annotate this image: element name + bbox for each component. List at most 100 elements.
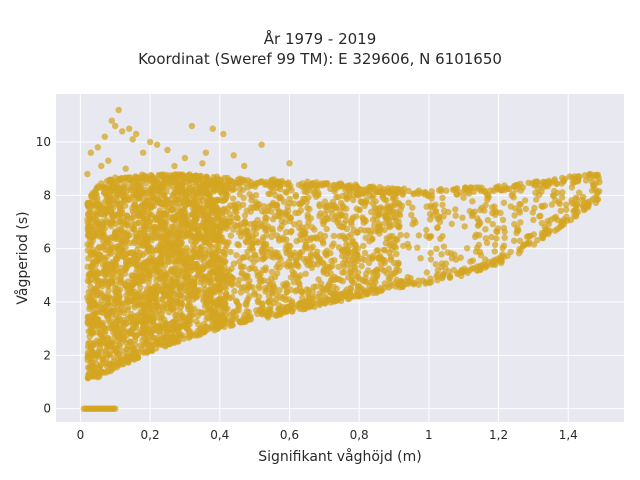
data-point <box>197 309 205 316</box>
data-point <box>444 249 451 256</box>
data-point <box>108 117 116 124</box>
data-point <box>295 181 303 189</box>
data-point <box>489 221 496 228</box>
data-point <box>86 293 94 301</box>
data-point <box>196 194 204 201</box>
data-point <box>272 192 279 199</box>
data-point <box>123 345 130 353</box>
data-point <box>85 340 92 347</box>
data-point <box>305 194 312 201</box>
data-point <box>99 319 107 327</box>
data-point <box>131 199 138 206</box>
data-point <box>112 233 120 241</box>
data-point <box>207 324 214 332</box>
data-point <box>146 305 153 312</box>
data-point <box>571 207 579 214</box>
data-point <box>500 253 508 261</box>
data-point <box>204 200 211 207</box>
data-point <box>408 211 415 219</box>
data-point <box>101 256 108 263</box>
data-point <box>259 311 266 318</box>
data-point <box>139 251 146 259</box>
data-point <box>201 179 209 187</box>
data-point <box>368 236 376 243</box>
data-point <box>452 256 460 263</box>
data-point <box>175 337 182 345</box>
data-point <box>199 160 206 167</box>
data-point <box>206 269 214 277</box>
data-point <box>491 241 499 248</box>
data-point <box>84 277 92 285</box>
data-point <box>88 325 96 332</box>
y-axis-label: Vågperiod (s) <box>14 211 31 304</box>
data-point <box>193 212 201 220</box>
data-point <box>177 303 185 311</box>
data-point <box>442 265 449 272</box>
data-point <box>174 298 181 306</box>
data-point <box>202 149 209 156</box>
data-point <box>553 180 560 187</box>
data-point <box>554 189 561 197</box>
data-point <box>352 183 359 191</box>
data-point <box>105 157 112 164</box>
data-point <box>353 205 360 212</box>
data-point <box>270 299 277 306</box>
data-point <box>328 243 336 250</box>
data-point <box>122 202 129 209</box>
data-point <box>117 279 124 287</box>
data-point <box>342 246 349 254</box>
data-point <box>508 192 515 199</box>
data-point <box>154 334 162 342</box>
data-point <box>150 294 157 301</box>
data-point <box>93 328 101 336</box>
data-point <box>389 232 396 240</box>
data-point <box>254 201 262 209</box>
y-tick-label: 10 <box>36 135 51 149</box>
data-point <box>451 251 458 258</box>
data-point <box>209 125 216 132</box>
data-point <box>265 314 272 321</box>
data-point <box>286 195 293 203</box>
data-point <box>174 247 181 254</box>
x-axis-label: Signifikant våghöjd (m) <box>258 448 421 465</box>
data-point <box>322 180 329 188</box>
data-point <box>119 332 126 340</box>
data-point <box>343 205 350 212</box>
data-point <box>372 227 379 235</box>
data-point <box>132 333 139 341</box>
data-point <box>95 243 103 251</box>
data-point <box>488 233 495 241</box>
data-point <box>115 350 123 357</box>
data-point <box>354 229 361 236</box>
data-point <box>198 276 206 283</box>
data-point <box>220 205 228 213</box>
data-point <box>197 235 204 242</box>
data-point <box>440 271 447 278</box>
data-point <box>265 293 273 300</box>
data-point <box>586 174 594 181</box>
data-point <box>214 268 221 275</box>
data-point <box>347 252 354 260</box>
data-point <box>390 270 398 278</box>
data-point <box>140 216 147 223</box>
data-point <box>341 268 348 276</box>
data-point <box>181 154 189 162</box>
data-point <box>102 272 109 279</box>
data-point <box>478 204 485 211</box>
data-point <box>548 201 556 208</box>
data-point <box>249 246 256 253</box>
data-point <box>466 266 474 274</box>
data-point <box>448 220 455 228</box>
data-point <box>152 345 160 352</box>
data-point <box>183 288 190 295</box>
data-point <box>176 189 183 196</box>
data-point <box>309 224 316 231</box>
data-point <box>346 242 353 249</box>
data-point <box>516 237 524 244</box>
data-point <box>247 182 255 189</box>
data-point <box>516 209 523 216</box>
data-point <box>473 263 481 270</box>
data-point <box>200 221 208 229</box>
data-point <box>109 216 116 224</box>
